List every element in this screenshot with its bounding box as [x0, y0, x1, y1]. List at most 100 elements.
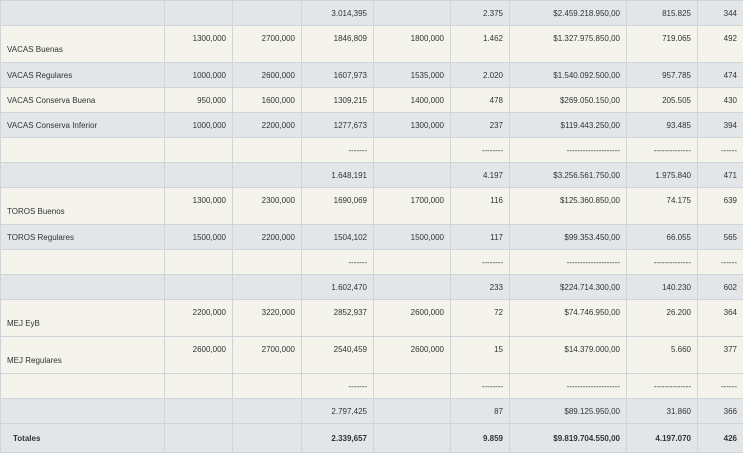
table-cell — [164, 423, 233, 453]
table-cell: $1.540.092.500,00 — [509, 62, 627, 88]
table-cell: 602 — [697, 274, 743, 300]
table-cell: 957.785 — [626, 62, 698, 88]
table-cell: 1690,069 — [301, 187, 374, 225]
table-row: 3.014,395 2.375 $2.459.218.950,00 815.825 34… — [0, 0, 743, 26]
table-cell — [164, 274, 233, 300]
table-cell: 2200,000 — [232, 224, 302, 250]
row-label — [0, 0, 165, 26]
table-cell: -------------- — [626, 249, 698, 275]
table-cell: -------- — [450, 373, 510, 399]
table-cell: 1535,000 — [373, 62, 451, 88]
table-cell: 9.859 — [450, 423, 510, 453]
table-cell: 394 — [697, 112, 743, 138]
table-row: 2.797,425 87 $89.125.950,00 31.860 366 — [0, 398, 743, 424]
table-cell — [373, 423, 451, 453]
table-cell — [232, 249, 302, 275]
table-cell: 1800,000 — [373, 25, 451, 63]
table-cell: 3.014,395 — [301, 0, 374, 26]
row-label: MEJ EyB — [0, 299, 165, 337]
table-row: ------- -------- -------------------- -----… — [0, 373, 743, 399]
table-cell: 1300,000 — [164, 25, 233, 63]
table-cell: 2600,000 — [164, 336, 233, 374]
table-cell: 565 — [697, 224, 743, 250]
table-row: TOROS Buenos 1300,000 2300,000 1690,069 1700… — [0, 187, 743, 225]
table-cell: 426 — [697, 423, 743, 453]
table-cell: 2540,459 — [301, 336, 374, 374]
row-label: MEJ Regulares — [0, 336, 165, 374]
table-cell — [373, 398, 451, 424]
table-cell: 93.485 — [626, 112, 698, 138]
row-label: VACAS Conserva Buena — [0, 87, 165, 113]
row-label: TOROS Regulares — [0, 224, 165, 250]
table-cell: 1700,000 — [373, 187, 451, 225]
table-cell: 344 — [697, 0, 743, 26]
table-cell: 1607,973 — [301, 62, 374, 88]
table-cell: 1600,000 — [232, 87, 302, 113]
table-cell — [373, 162, 451, 188]
table-cell: 4.197.070 — [626, 423, 698, 453]
table-cell: 2300,000 — [232, 187, 302, 225]
table-cell: 815.825 — [626, 0, 698, 26]
table-cell: -------- — [450, 249, 510, 275]
table-cell: 5.660 — [626, 336, 698, 374]
table-cell: $269.050.150,00 — [509, 87, 627, 113]
table-row: VACAS Conserva Buena 950,000 1600,000 1309,… — [0, 87, 743, 113]
table-cell: 116 — [450, 187, 510, 225]
table-cell: -------------- — [626, 137, 698, 163]
table-cell: 1500,000 — [373, 224, 451, 250]
table-cell — [373, 137, 451, 163]
table-row: MEJ EyB 2200,000 3220,000 2852,937 2600,000 7… — [0, 299, 743, 337]
table-cell: -------------- — [626, 373, 698, 399]
table-cell: 639 — [697, 187, 743, 225]
table-cell: 1000,000 — [164, 112, 233, 138]
table-cell: 2200,000 — [164, 299, 233, 337]
table-cell: 1400,000 — [373, 87, 451, 113]
table-cell — [164, 0, 233, 26]
table-cell: $9.819.704.550,00 — [509, 423, 627, 453]
table-cell: 471 — [697, 162, 743, 188]
table-cell: -------------------- — [509, 249, 627, 275]
table-cell: 237 — [450, 112, 510, 138]
table-cell: -------- — [450, 137, 510, 163]
table-cell: 2200,000 — [232, 112, 302, 138]
table-cell — [164, 398, 233, 424]
table-cell: $89.125.950,00 — [509, 398, 627, 424]
table-cell: -------------------- — [509, 137, 627, 163]
table-cell: 72 — [450, 299, 510, 337]
table-cell: 1277,673 — [301, 112, 374, 138]
table-cell — [373, 249, 451, 275]
table-cell — [232, 137, 302, 163]
table-cell: 366 — [697, 398, 743, 424]
table-cell: 1300,000 — [373, 112, 451, 138]
row-label — [0, 398, 165, 424]
row-label: Totales — [0, 423, 165, 453]
table-cell: 1300,000 — [164, 187, 233, 225]
table-cell: ------ — [697, 137, 743, 163]
table-cell: 2.375 — [450, 0, 510, 26]
table-cell: $224.714.300,00 — [509, 274, 627, 300]
table-cell: 474 — [697, 62, 743, 88]
table-cell: 1500,000 — [164, 224, 233, 250]
table-cell: 1846,809 — [301, 25, 374, 63]
table-cell: $125.360.850,00 — [509, 187, 627, 225]
table-cell: 2600,000 — [373, 299, 451, 337]
table-cell: ------ — [697, 373, 743, 399]
table-cell: 719.065 — [626, 25, 698, 63]
table-cell — [232, 398, 302, 424]
table-cell: 2600,000 — [373, 336, 451, 374]
table-cell: 2852,937 — [301, 299, 374, 337]
table-cell: $2.459.218.950,00 — [509, 0, 627, 26]
row-label — [0, 249, 165, 275]
table-cell: 2.339,657 — [301, 423, 374, 453]
row-label — [0, 137, 165, 163]
table-cell — [164, 137, 233, 163]
table-cell: 2.020 — [450, 62, 510, 88]
table-cell: -------------------- — [509, 373, 627, 399]
table-cell — [232, 373, 302, 399]
table-row: VACAS Regulares 1000,000 2600,000 1607,973 1… — [0, 62, 743, 88]
table-cell: 1.602,470 — [301, 274, 374, 300]
table-cell: 1504,102 — [301, 224, 374, 250]
table-row: VACAS Buenas 1300,000 2700,000 1846,809 1800… — [0, 25, 743, 63]
table-cell: $74.746.950,00 — [509, 299, 627, 337]
